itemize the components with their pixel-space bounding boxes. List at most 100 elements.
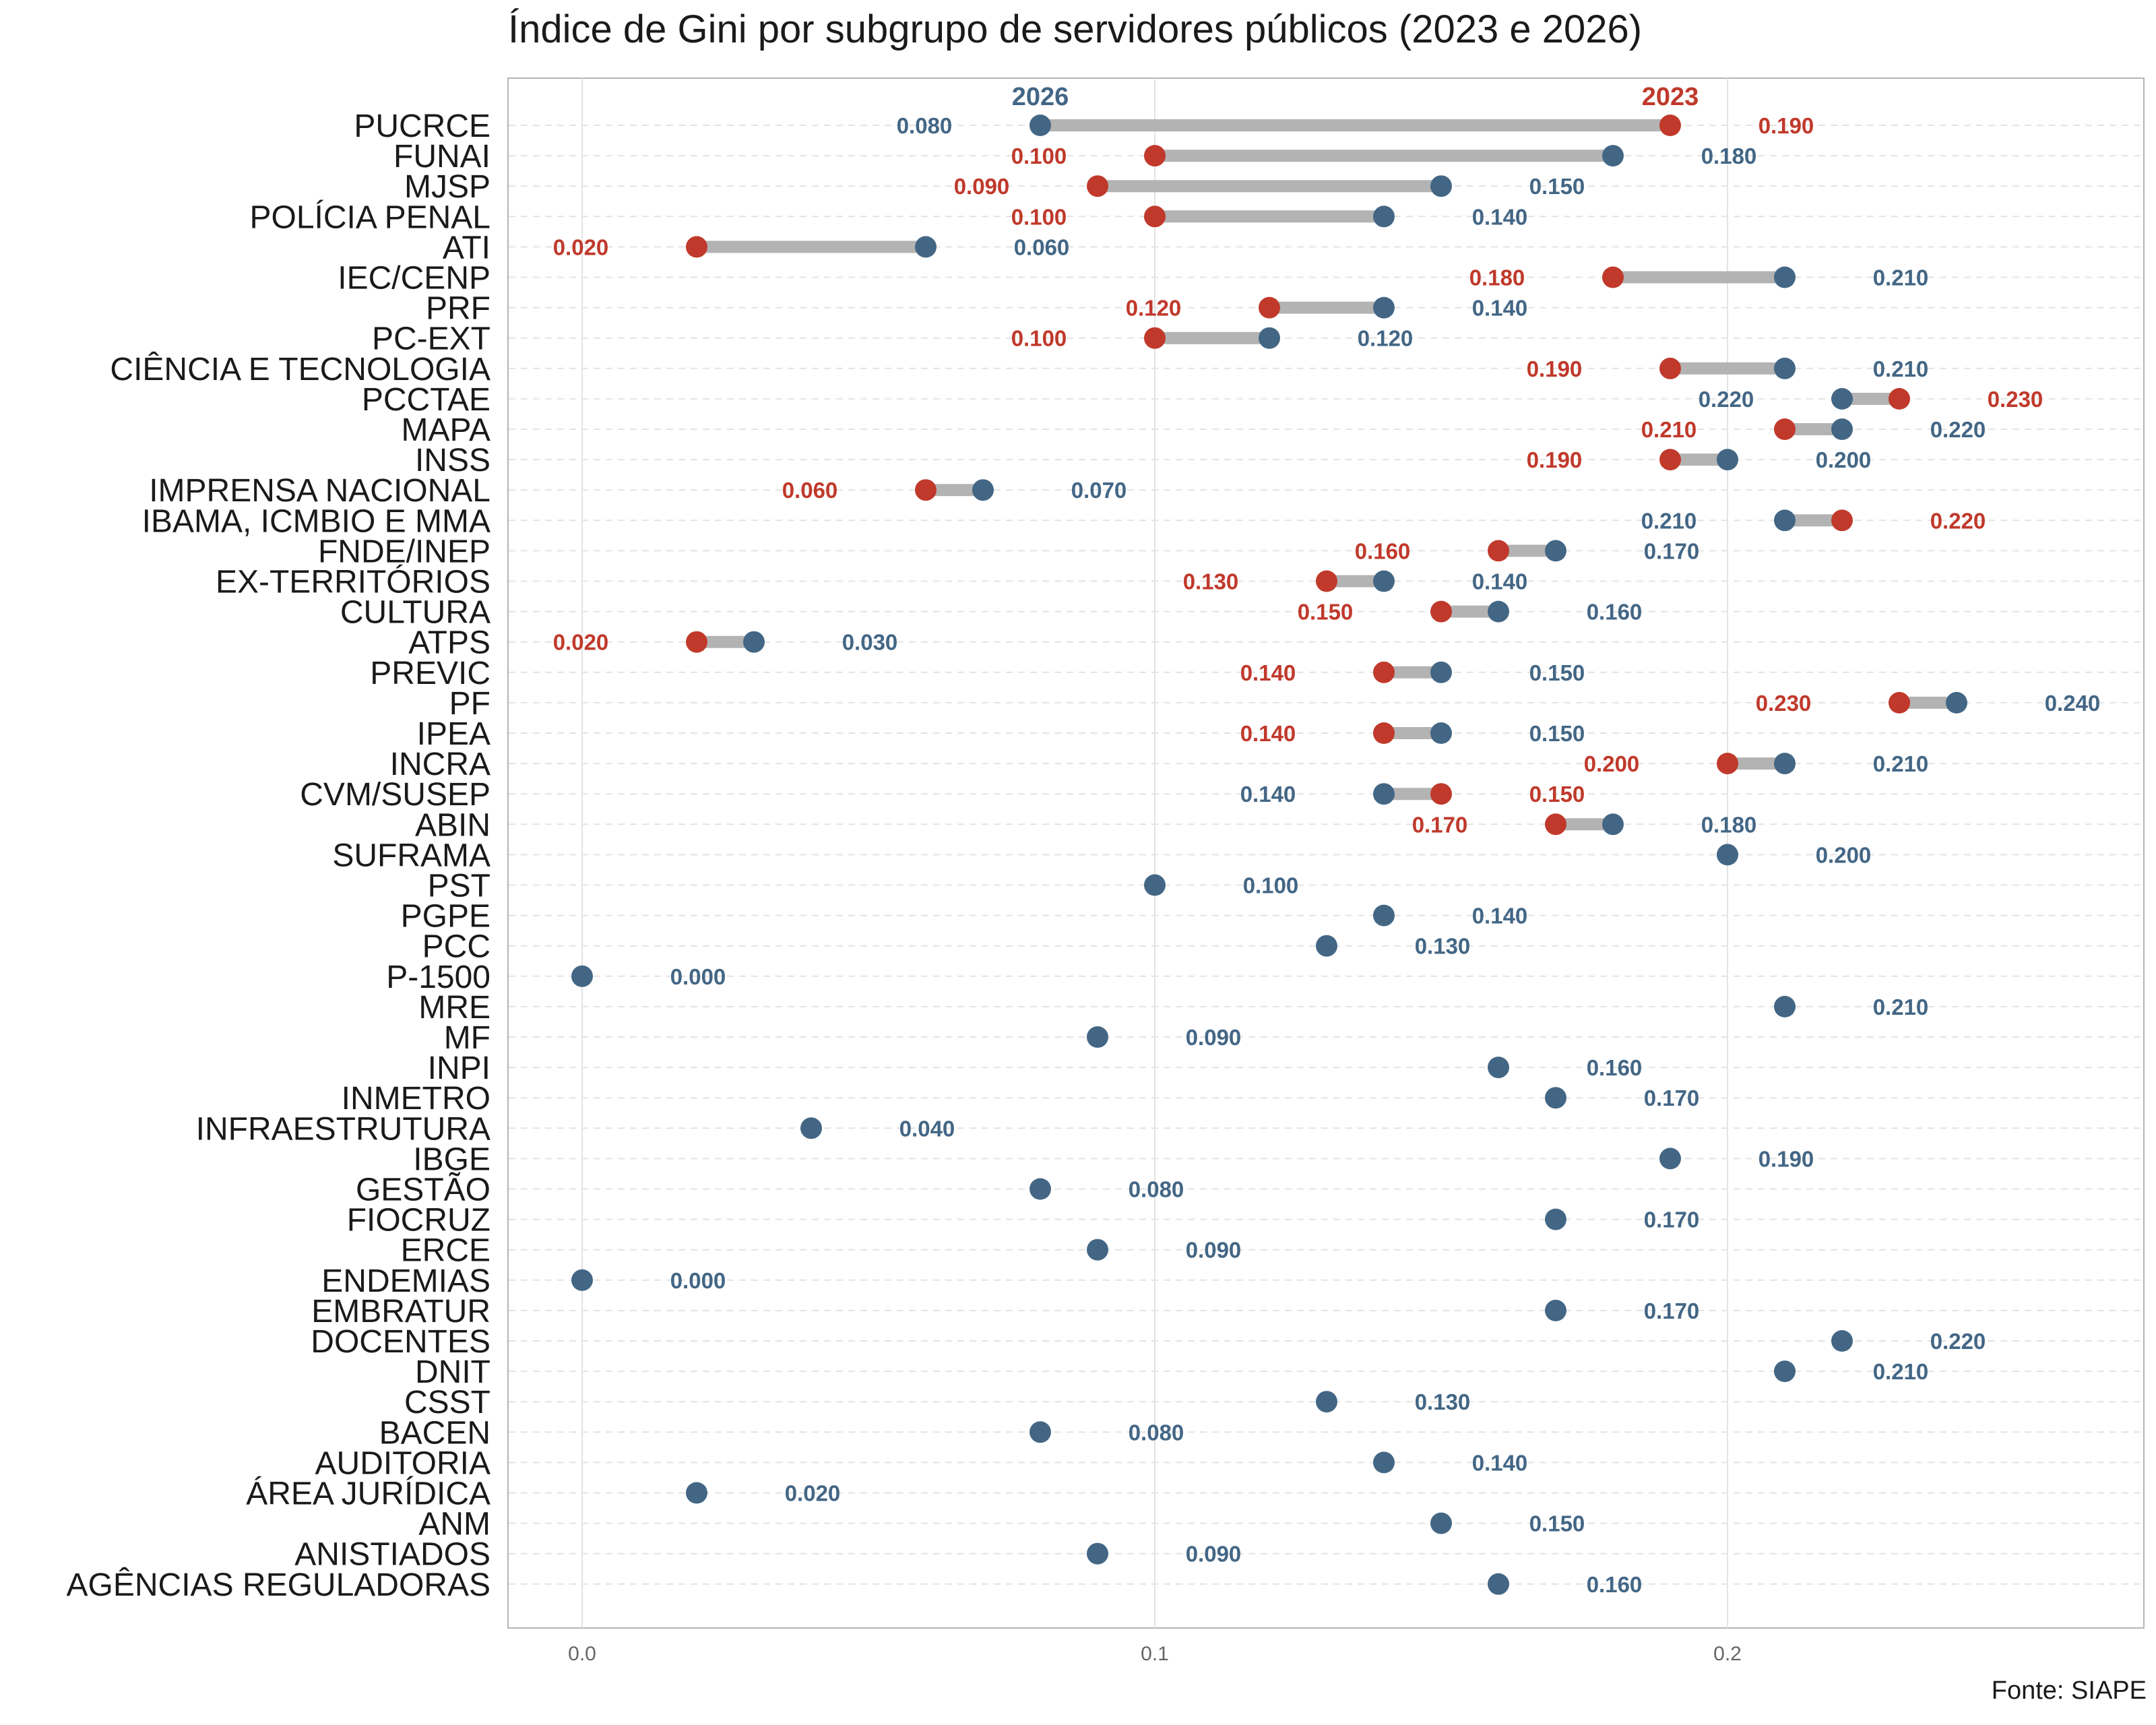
point-2026 [1946, 691, 1967, 714]
value-label: 0.100 [1011, 204, 1067, 229]
point-2026 [1029, 115, 1051, 136]
value-label: 0.170 [1644, 1298, 1700, 1323]
year-legend-layer: 2026 2023 [1012, 83, 1699, 111]
value-label: 0.100 [1243, 873, 1299, 898]
category-label: AUDITORIA [315, 1445, 490, 1481]
category-label: ATI [443, 230, 490, 265]
value-label: 0.140 [1240, 660, 1296, 685]
point-2023 [1659, 357, 1681, 379]
chart-title: Índice de Gini por subgrupo de servidore… [508, 7, 1643, 51]
point-2026 [1373, 783, 1395, 805]
category-label: PST [428, 869, 490, 904]
point-2023 [1316, 570, 1337, 592]
point-2026 [1717, 844, 1738, 866]
year-label-2023: 2023 [1642, 83, 1699, 111]
value-label: 0.160 [1587, 1572, 1643, 1597]
value-label: 0.210 [1873, 995, 1929, 1020]
value-label: 0.230 [1756, 691, 1812, 716]
value-label: 0.220 [1699, 387, 1754, 412]
value-label: 0.140 [1472, 904, 1528, 929]
point-2026 [1259, 327, 1280, 349]
point-2026 [1602, 813, 1624, 836]
point-2023 [1831, 509, 1853, 532]
category-label: ERCE [401, 1233, 490, 1269]
value-label: 0.150 [1529, 1511, 1585, 1536]
point-2023 [1602, 266, 1624, 288]
point-2023 [1774, 418, 1796, 440]
category-label: CSST [404, 1385, 490, 1420]
category-label: CULTURA [340, 595, 490, 631]
value-label: 0.130 [1415, 1389, 1471, 1414]
point-2023 [1144, 145, 1166, 167]
category-label: INSS [415, 443, 490, 478]
value-label: 0.170 [1644, 1208, 1700, 1232]
point-2023 [1373, 661, 1395, 683]
category-label: BACEN [379, 1415, 490, 1451]
point-2026 [1373, 904, 1395, 927]
point-2026 [1430, 1512, 1452, 1534]
point-2023 [1545, 813, 1566, 836]
value-label: 0.180 [1469, 265, 1525, 290]
category-label: FUNAI [393, 139, 490, 175]
value-label: 0.210 [1873, 265, 1929, 290]
year-label-2026: 2026 [1012, 83, 1069, 111]
value-label: 0.150 [1298, 600, 1354, 625]
value-label: 0.210 [1641, 417, 1697, 442]
category-label: PRF [426, 291, 490, 327]
value-label: 0.150 [1529, 721, 1585, 746]
value-label: 0.160 [1355, 538, 1411, 563]
category-label: FNDE/INEP [318, 534, 490, 569]
value-label: 0.210 [1873, 751, 1929, 776]
point-2023 [1087, 175, 1108, 197]
value-label: 0.170 [1412, 812, 1468, 837]
value-label: 0.040 [899, 1116, 955, 1141]
point-2023 [686, 236, 707, 258]
point-2026 [800, 1117, 822, 1139]
point-2026 [1430, 722, 1452, 744]
category-label: ANM [418, 1507, 490, 1542]
point-2026 [1602, 145, 1624, 167]
point-2026 [1373, 1451, 1395, 1474]
category-label: INMETRO [342, 1081, 490, 1117]
value-label: 0.120 [1126, 296, 1182, 321]
point-2026 [1144, 874, 1166, 896]
category-label: ENDEMIAS [321, 1263, 490, 1299]
point-2026 [1717, 449, 1738, 471]
point-2026 [1774, 266, 1796, 288]
category-label: PF [449, 686, 490, 722]
value-label: 0.180 [1701, 812, 1757, 837]
point-2023 [1430, 600, 1452, 623]
point-2026 [915, 236, 937, 258]
x-tick-label: 0.2 [1713, 1643, 1742, 1665]
point-2026 [1373, 296, 1395, 319]
point-2026 [743, 631, 765, 653]
value-label: 0.090 [1186, 1238, 1242, 1263]
category-label: MJSP [404, 169, 490, 205]
category-label: PGPE [401, 899, 490, 935]
category-label: CVM/SUSEP [300, 777, 490, 813]
value-label: 0.000 [670, 1268, 726, 1293]
point-2026 [1087, 1026, 1108, 1048]
category-label: MRE [418, 990, 490, 1026]
point-2023 [1430, 783, 1452, 805]
point-2023 [1488, 540, 1509, 562]
value-label: 0.210 [1873, 356, 1929, 381]
value-label: 0.020 [553, 234, 609, 259]
value-label: 0.240 [2045, 691, 2101, 716]
category-label: SUFRAMA [332, 838, 490, 873]
point-2026 [1774, 1360, 1796, 1383]
value-label: 0.000 [670, 964, 726, 989]
x-tick-label: 0.1 [1141, 1643, 1169, 1665]
value-label: 0.020 [785, 1481, 841, 1506]
point-2026 [1488, 1057, 1509, 1079]
point-2023 [915, 479, 937, 501]
value-label: 0.080 [897, 113, 953, 138]
category-label: IEC/CENP [338, 261, 490, 296]
point-2026 [1087, 1542, 1108, 1565]
point-2026 [1831, 1330, 1853, 1352]
value-label: 0.160 [1587, 1055, 1643, 1080]
value-label: 0.130 [1415, 934, 1471, 959]
x-tick-label: 0.0 [568, 1643, 596, 1665]
point-2023 [1889, 691, 1910, 714]
